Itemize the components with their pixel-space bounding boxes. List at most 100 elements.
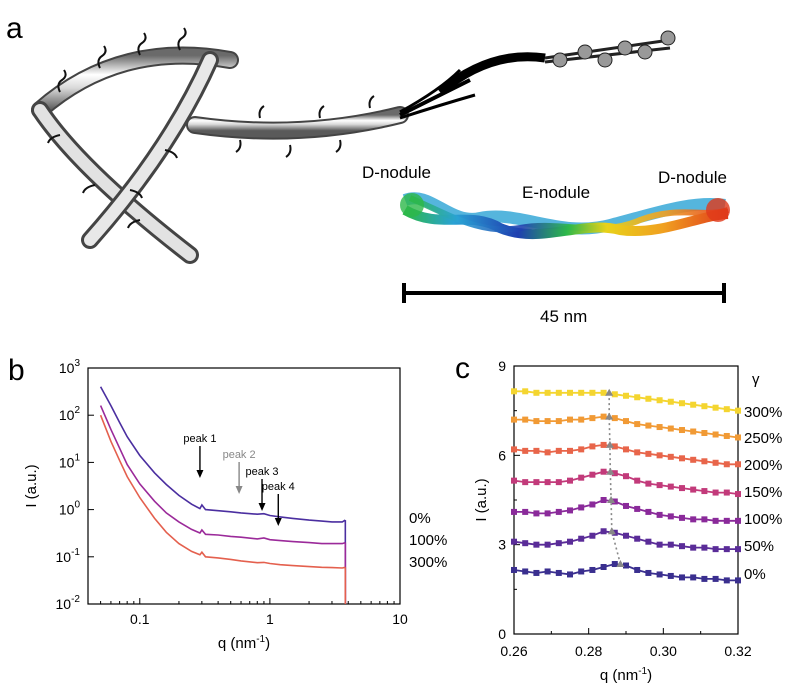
peak-annotation-label: peak 1	[183, 433, 216, 445]
data-point-200%	[611, 443, 618, 450]
data-point-0%	[544, 568, 551, 575]
scale-bar	[402, 283, 726, 303]
data-point-150%	[522, 479, 529, 486]
data-point-150%	[567, 477, 573, 484]
data-point-150%	[701, 488, 708, 495]
data-point-300%	[533, 389, 540, 396]
data-point-250%	[712, 431, 719, 438]
x-tick-label: 0.1	[130, 611, 150, 627]
data-point-50%	[701, 544, 708, 551]
data-point-300%	[634, 394, 641, 401]
panel-c-letter: c	[455, 352, 470, 385]
data-point-300%	[735, 407, 741, 414]
peak-marker	[605, 440, 614, 448]
fiber-tube-highlight	[34, 104, 196, 261]
data-point-300%	[589, 389, 596, 396]
data-point-300%	[522, 388, 529, 395]
y-tick-label: 6	[498, 447, 506, 463]
data-point-150%	[735, 491, 741, 498]
chart-b: 0.1 1 10 10-2 10-1 100 101 102 103 q (nm-1) I (a.u…	[23, 358, 447, 652]
side-chains	[47, 27, 375, 229]
peak-arrowhead	[235, 486, 243, 494]
legend-title: γ	[752, 371, 760, 388]
data-point-150%	[555, 479, 562, 486]
series-end-label: 0%	[409, 510, 431, 527]
data-point-300%	[511, 388, 517, 395]
data-point-0%	[511, 566, 517, 573]
data-point-200%	[645, 450, 652, 457]
x-tick-label: 0.30	[650, 643, 677, 659]
panel-a-letter: a	[6, 12, 23, 45]
data-point-200%	[679, 455, 685, 462]
y-tick-label: 102	[59, 405, 81, 423]
y-tick-label: 9	[498, 358, 506, 374]
data-point-100%	[578, 504, 585, 511]
data-point-250%	[679, 427, 685, 434]
data-point-300%	[544, 389, 551, 396]
data-point-50%	[679, 543, 685, 550]
fiber-tube-highlight	[188, 108, 407, 138]
y-tick-label: 3	[498, 537, 506, 553]
series-end-label: 250%	[744, 430, 782, 447]
data-point-100%	[735, 517, 741, 524]
data-point-100%	[679, 514, 685, 521]
data-point-250%	[645, 422, 652, 429]
data-point-0%	[690, 574, 697, 581]
y-tick-label: 101	[59, 452, 81, 470]
data-point-50%	[589, 532, 596, 539]
data-point-50%	[656, 541, 663, 548]
data-point-150%	[712, 489, 719, 496]
data-point-100%	[600, 497, 607, 503]
series-end-label: 100%	[744, 511, 782, 528]
d-nodule-left-label: D-nodule	[362, 163, 431, 182]
data-point-0%	[623, 562, 629, 569]
data-point-50%	[735, 546, 741, 553]
data-point-0%	[634, 566, 641, 573]
peak-marker	[605, 412, 614, 420]
data-point-100%	[723, 517, 730, 524]
data-point-300%	[623, 392, 629, 399]
x-tick-label: 0.28	[575, 643, 602, 659]
x-axis-label: q (nm-1)	[218, 634, 270, 652]
fibrinogen-molecule-icon	[544, 30, 676, 68]
data-point-0%	[533, 569, 540, 576]
data-point-50%	[723, 546, 730, 553]
series-end-label: 200%	[744, 457, 782, 474]
fibrin-network-illustration	[31, 27, 676, 264]
data-point-100%	[522, 508, 529, 515]
data-point-250%	[735, 434, 741, 441]
data-point-150%	[667, 483, 674, 490]
data-point-150%	[511, 477, 517, 484]
series-end-label: 0%	[744, 566, 766, 583]
data-point-50%	[623, 532, 629, 539]
data-point-200%	[735, 461, 741, 468]
data-point-100%	[544, 510, 551, 517]
data-point-50%	[555, 540, 562, 547]
data-point-300%	[679, 400, 685, 407]
data-point-250%	[690, 428, 697, 435]
data-point-250%	[589, 415, 596, 422]
data-point-100%	[555, 508, 562, 515]
peak-arrowhead	[258, 503, 266, 511]
data-point-250%	[522, 416, 529, 423]
data-point-150%	[634, 477, 641, 484]
peak-marker	[605, 388, 614, 396]
series-line-100%	[99, 405, 346, 545]
data-point-50%	[567, 538, 573, 545]
data-point-300%	[578, 389, 585, 396]
data-point-150%	[723, 489, 730, 496]
data-point-150%	[533, 479, 540, 486]
data-point-200%	[600, 441, 607, 448]
data-point-50%	[600, 528, 607, 535]
data-point-300%	[645, 395, 652, 402]
data-point-0%	[578, 568, 585, 575]
data-point-50%	[533, 541, 540, 548]
data-point-0%	[656, 571, 663, 578]
data-point-50%	[712, 546, 719, 553]
data-point-200%	[701, 458, 708, 465]
data-point-0%	[701, 575, 708, 582]
y-axis-label: I (a.u.)	[473, 478, 490, 521]
data-point-200%	[667, 453, 674, 460]
data-point-50%	[667, 541, 674, 548]
